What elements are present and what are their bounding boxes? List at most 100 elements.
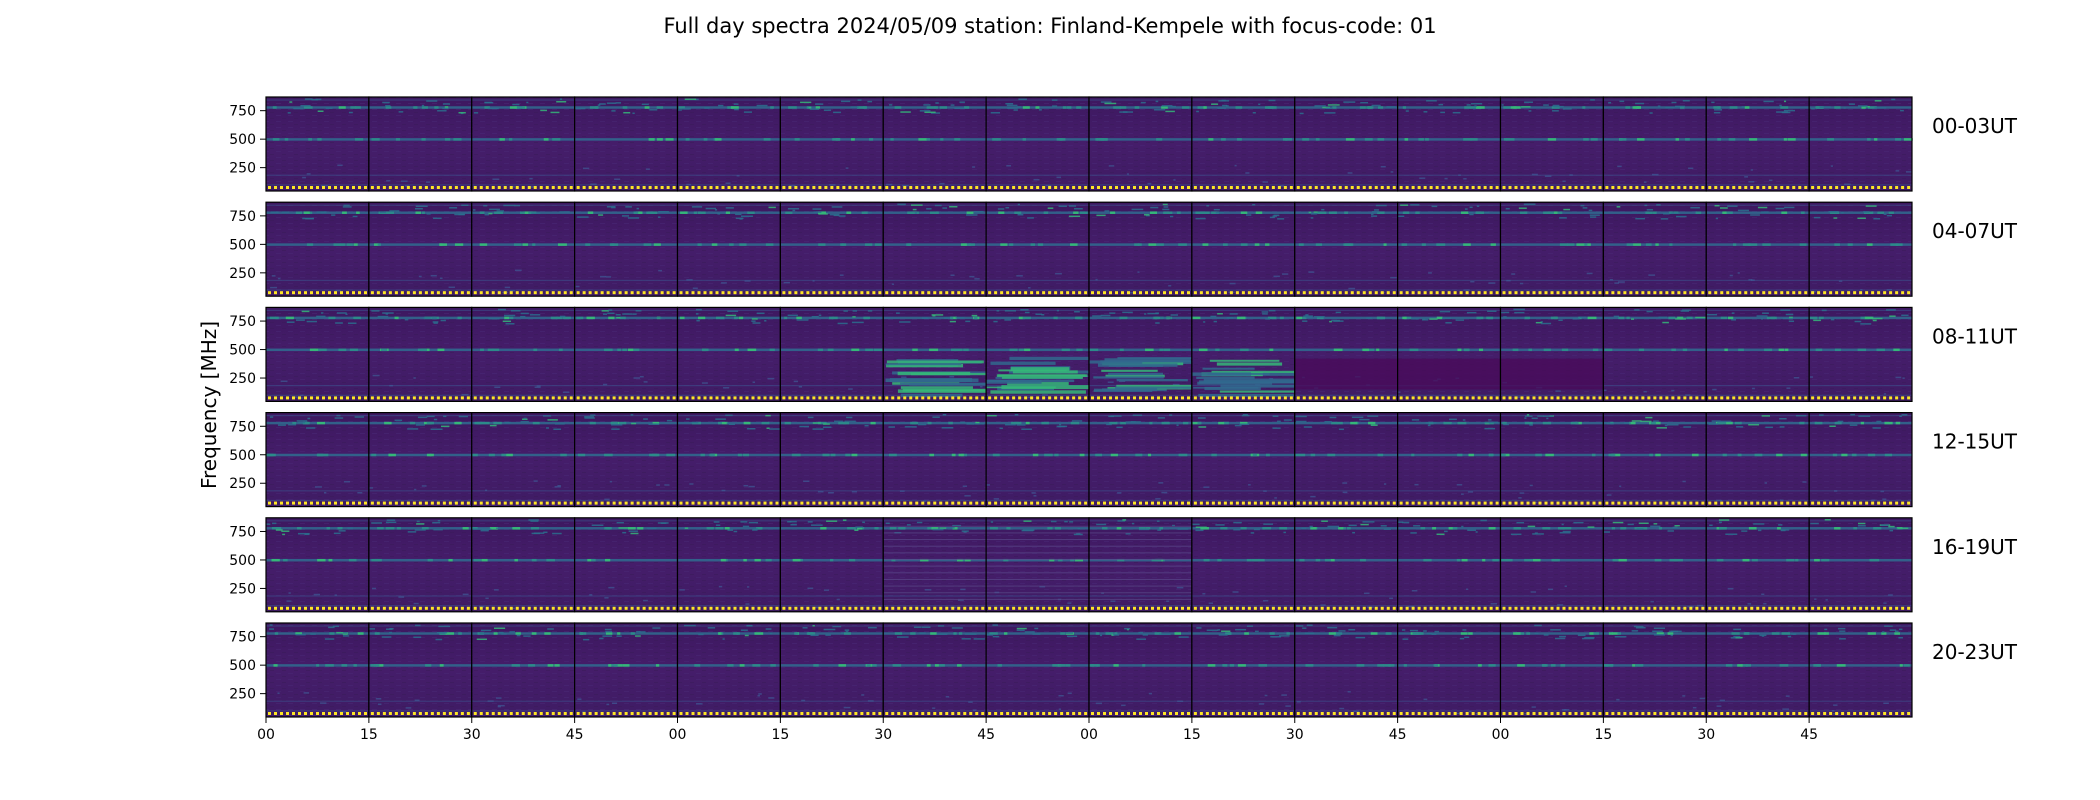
emission-speckle <box>523 211 532 214</box>
band-speckle <box>297 532 310 535</box>
emission-speckle <box>271 527 279 530</box>
marker-dot <box>1502 291 1506 295</box>
band-speckle <box>1362 521 1375 523</box>
band-speckle <box>288 423 297 426</box>
marker-dot <box>1453 186 1457 189</box>
marker-dot <box>328 291 331 295</box>
marker-dot <box>1036 396 1040 400</box>
low-speckle <box>372 374 380 377</box>
emission-speckle <box>1814 421 1823 425</box>
marker-dot <box>969 396 973 400</box>
emission-speckle <box>1316 316 1324 320</box>
panel-texture <box>368 307 472 402</box>
marker-dot <box>775 396 779 400</box>
emission-line <box>1706 664 1810 667</box>
emission-speckle <box>929 211 939 214</box>
band-speckle <box>1644 204 1648 207</box>
band-speckle <box>550 111 560 114</box>
marker-dot <box>1732 606 1736 610</box>
low-speckle <box>885 183 893 186</box>
band-speckle <box>1619 100 1625 103</box>
marker-dot <box>1786 501 1790 505</box>
marker-dot <box>1374 501 1378 505</box>
emission-line <box>1294 605 1398 607</box>
marker-dot <box>491 501 495 505</box>
band-speckle <box>1056 309 1059 312</box>
marker-dot <box>418 291 422 295</box>
low-speckle <box>590 183 597 185</box>
band-speckle <box>1069 521 1074 523</box>
marker-dot <box>1157 396 1160 400</box>
marker-dot <box>400 291 404 295</box>
emission-speckle <box>1182 106 1190 109</box>
emission-line <box>1809 184 1912 186</box>
marker-dot <box>1653 501 1657 505</box>
emission-line <box>266 309 369 312</box>
band-speckle <box>616 522 624 524</box>
emission-speckle <box>1436 316 1443 320</box>
emission-speckle <box>1608 632 1614 635</box>
band-speckle <box>1411 419 1420 421</box>
marker-dot <box>1665 186 1669 189</box>
band-speckle <box>343 204 350 207</box>
low-speckle <box>1390 171 1394 173</box>
marker-dot <box>624 396 628 400</box>
marker-dot <box>1532 186 1536 189</box>
band-speckle <box>1246 625 1254 627</box>
emission-line <box>677 632 781 635</box>
marker-dot <box>872 712 876 715</box>
low-speckle <box>1563 709 1570 711</box>
band-speckle <box>1761 211 1769 213</box>
emission-speckle <box>1337 632 1343 635</box>
emission-line <box>471 138 575 141</box>
band-speckle <box>1608 101 1612 104</box>
band-speckle <box>1741 106 1745 108</box>
band-speckle <box>698 633 704 636</box>
band-speckle <box>1523 203 1536 206</box>
low-speckle <box>1617 165 1622 168</box>
marker-dot <box>527 396 531 400</box>
emission-line <box>471 453 575 457</box>
marker-dot <box>1042 186 1046 189</box>
band-speckle <box>1824 519 1831 521</box>
emission-speckle <box>1658 527 1663 530</box>
band-speckle <box>1016 424 1026 426</box>
emission-line <box>986 316 1089 320</box>
marker-dot <box>539 291 543 295</box>
band-speckle <box>1023 520 1032 522</box>
marker-dot <box>848 396 852 400</box>
marker-dot <box>1314 186 1318 189</box>
band-speckle <box>431 317 437 319</box>
marker-dot <box>1399 291 1403 295</box>
marker-dot <box>1598 186 1602 189</box>
band-speckle <box>1795 414 1807 417</box>
emission-speckle <box>1286 632 1290 635</box>
emission-speckle <box>377 243 381 246</box>
marker-dot <box>842 396 846 400</box>
band-speckle <box>787 520 792 523</box>
depressed-region <box>1294 358 1398 390</box>
marker-dot <box>1798 396 1802 400</box>
band-speckle <box>1427 424 1431 427</box>
marker-dot <box>268 501 271 505</box>
emission-line <box>471 99 575 101</box>
emission-line <box>1191 700 1295 702</box>
band-speckle <box>1155 100 1159 103</box>
emission-speckle <box>1592 632 1599 635</box>
emission-speckle <box>516 106 526 109</box>
band-speckle <box>746 625 753 627</box>
low-speckle <box>1883 602 1887 604</box>
marker-dot <box>654 501 658 505</box>
marker-dot <box>836 396 840 400</box>
band-speckle <box>811 524 823 526</box>
marker-dot <box>612 396 616 400</box>
marker-dot <box>1907 501 1911 505</box>
emission-speckle <box>1669 243 1673 246</box>
emission-speckle <box>1000 243 1008 246</box>
marker-dot <box>1829 712 1833 715</box>
marker-dot <box>1477 712 1481 715</box>
low-speckle <box>1353 710 1360 712</box>
marker-dot <box>388 712 392 715</box>
marker-dot <box>969 606 973 610</box>
